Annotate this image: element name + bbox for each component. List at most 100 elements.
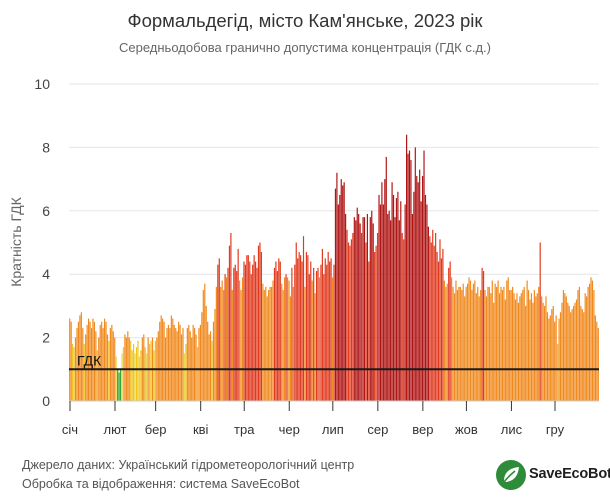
bar [461, 290, 463, 401]
bar [83, 343, 85, 401]
bar [535, 296, 537, 401]
bar [339, 194, 341, 401]
bar [543, 305, 546, 401]
bar [446, 283, 448, 401]
bar [223, 290, 225, 401]
bar [102, 328, 104, 401]
bar [144, 347, 146, 401]
bar [503, 286, 505, 401]
bar [398, 220, 400, 401]
bar [153, 350, 155, 401]
bar [265, 286, 267, 401]
bar [548, 318, 550, 401]
bar [212, 321, 215, 401]
bar [496, 286, 498, 401]
bar [513, 293, 515, 401]
bar [317, 267, 319, 401]
bar [185, 343, 187, 401]
bar [437, 261, 440, 401]
bar [199, 324, 202, 401]
bar [310, 261, 312, 401]
bar [281, 283, 283, 401]
bar [130, 340, 132, 401]
bar [131, 350, 133, 401]
bars [69, 134, 599, 401]
bar [260, 252, 262, 401]
bar [157, 331, 159, 401]
bar [278, 258, 280, 401]
bar [453, 293, 456, 401]
bar [501, 290, 504, 401]
bar [436, 252, 438, 401]
bar [231, 290, 233, 401]
bar [103, 318, 106, 401]
bar [336, 172, 338, 401]
bar [568, 305, 570, 401]
bar [331, 277, 334, 401]
bar [240, 290, 242, 401]
bar [148, 343, 151, 401]
bar [99, 324, 101, 401]
bar [288, 280, 290, 401]
bar [395, 198, 398, 401]
bar [134, 353, 136, 401]
bar [500, 286, 502, 401]
bar [526, 280, 528, 401]
bar [451, 277, 453, 401]
bar [202, 290, 204, 401]
bar [167, 324, 170, 401]
bar [466, 283, 469, 401]
bar [159, 321, 161, 401]
bar [77, 321, 80, 401]
bar [382, 204, 384, 401]
bar [244, 264, 247, 401]
bar [92, 318, 94, 401]
bar [95, 331, 97, 401]
bar [449, 261, 451, 401]
bar [574, 302, 576, 401]
bar [564, 293, 566, 401]
bar [477, 286, 479, 401]
leaf-logo-icon [496, 460, 526, 490]
bar [541, 296, 543, 401]
bar [323, 274, 325, 401]
bar [175, 328, 177, 401]
bar [272, 280, 274, 401]
bar [588, 283, 591, 401]
bar [596, 321, 598, 401]
bar [215, 286, 217, 401]
bar [586, 296, 588, 401]
footer-processing: Обробка та відображення: система SaveEco… [22, 477, 300, 491]
bar [366, 213, 368, 401]
bar [88, 318, 90, 401]
bar [480, 290, 482, 401]
bar [143, 334, 145, 401]
chart-subtitle: Середньодобова гранично допустима концен… [119, 40, 491, 55]
x-tick-label: бер [145, 422, 167, 437]
bar [423, 150, 425, 401]
bar [273, 267, 276, 401]
saveecobot-logo[interactable]: SaveEcoBot [495, 456, 610, 494]
bar [593, 290, 595, 401]
x-tick-label: січ [62, 422, 78, 437]
bar [342, 185, 344, 401]
bar [421, 175, 424, 401]
x-axis: січ лют бер кві тра чер лип сер вер жов лис гру [62, 400, 599, 437]
bar [266, 296, 268, 401]
bar [246, 255, 248, 401]
bar [304, 286, 306, 401]
bar [315, 271, 318, 401]
y-axis-label: Кратність ГДК [8, 196, 24, 286]
x-tick-label: кві [193, 422, 209, 437]
bar [426, 204, 428, 401]
bar [578, 286, 580, 401]
bar-chart: 0 2 4 6 8 10 січ лют бер кві тра чер лип сер вер жов ли… [8, 76, 599, 437]
bar [93, 321, 96, 401]
bar [462, 283, 464, 401]
bar [355, 220, 357, 401]
bar [368, 261, 370, 401]
bar [474, 280, 476, 401]
chart-title: Формальдегід, місто Кам'янське, 2023 рік [127, 10, 483, 31]
bar [252, 264, 254, 401]
bar [581, 309, 583, 401]
